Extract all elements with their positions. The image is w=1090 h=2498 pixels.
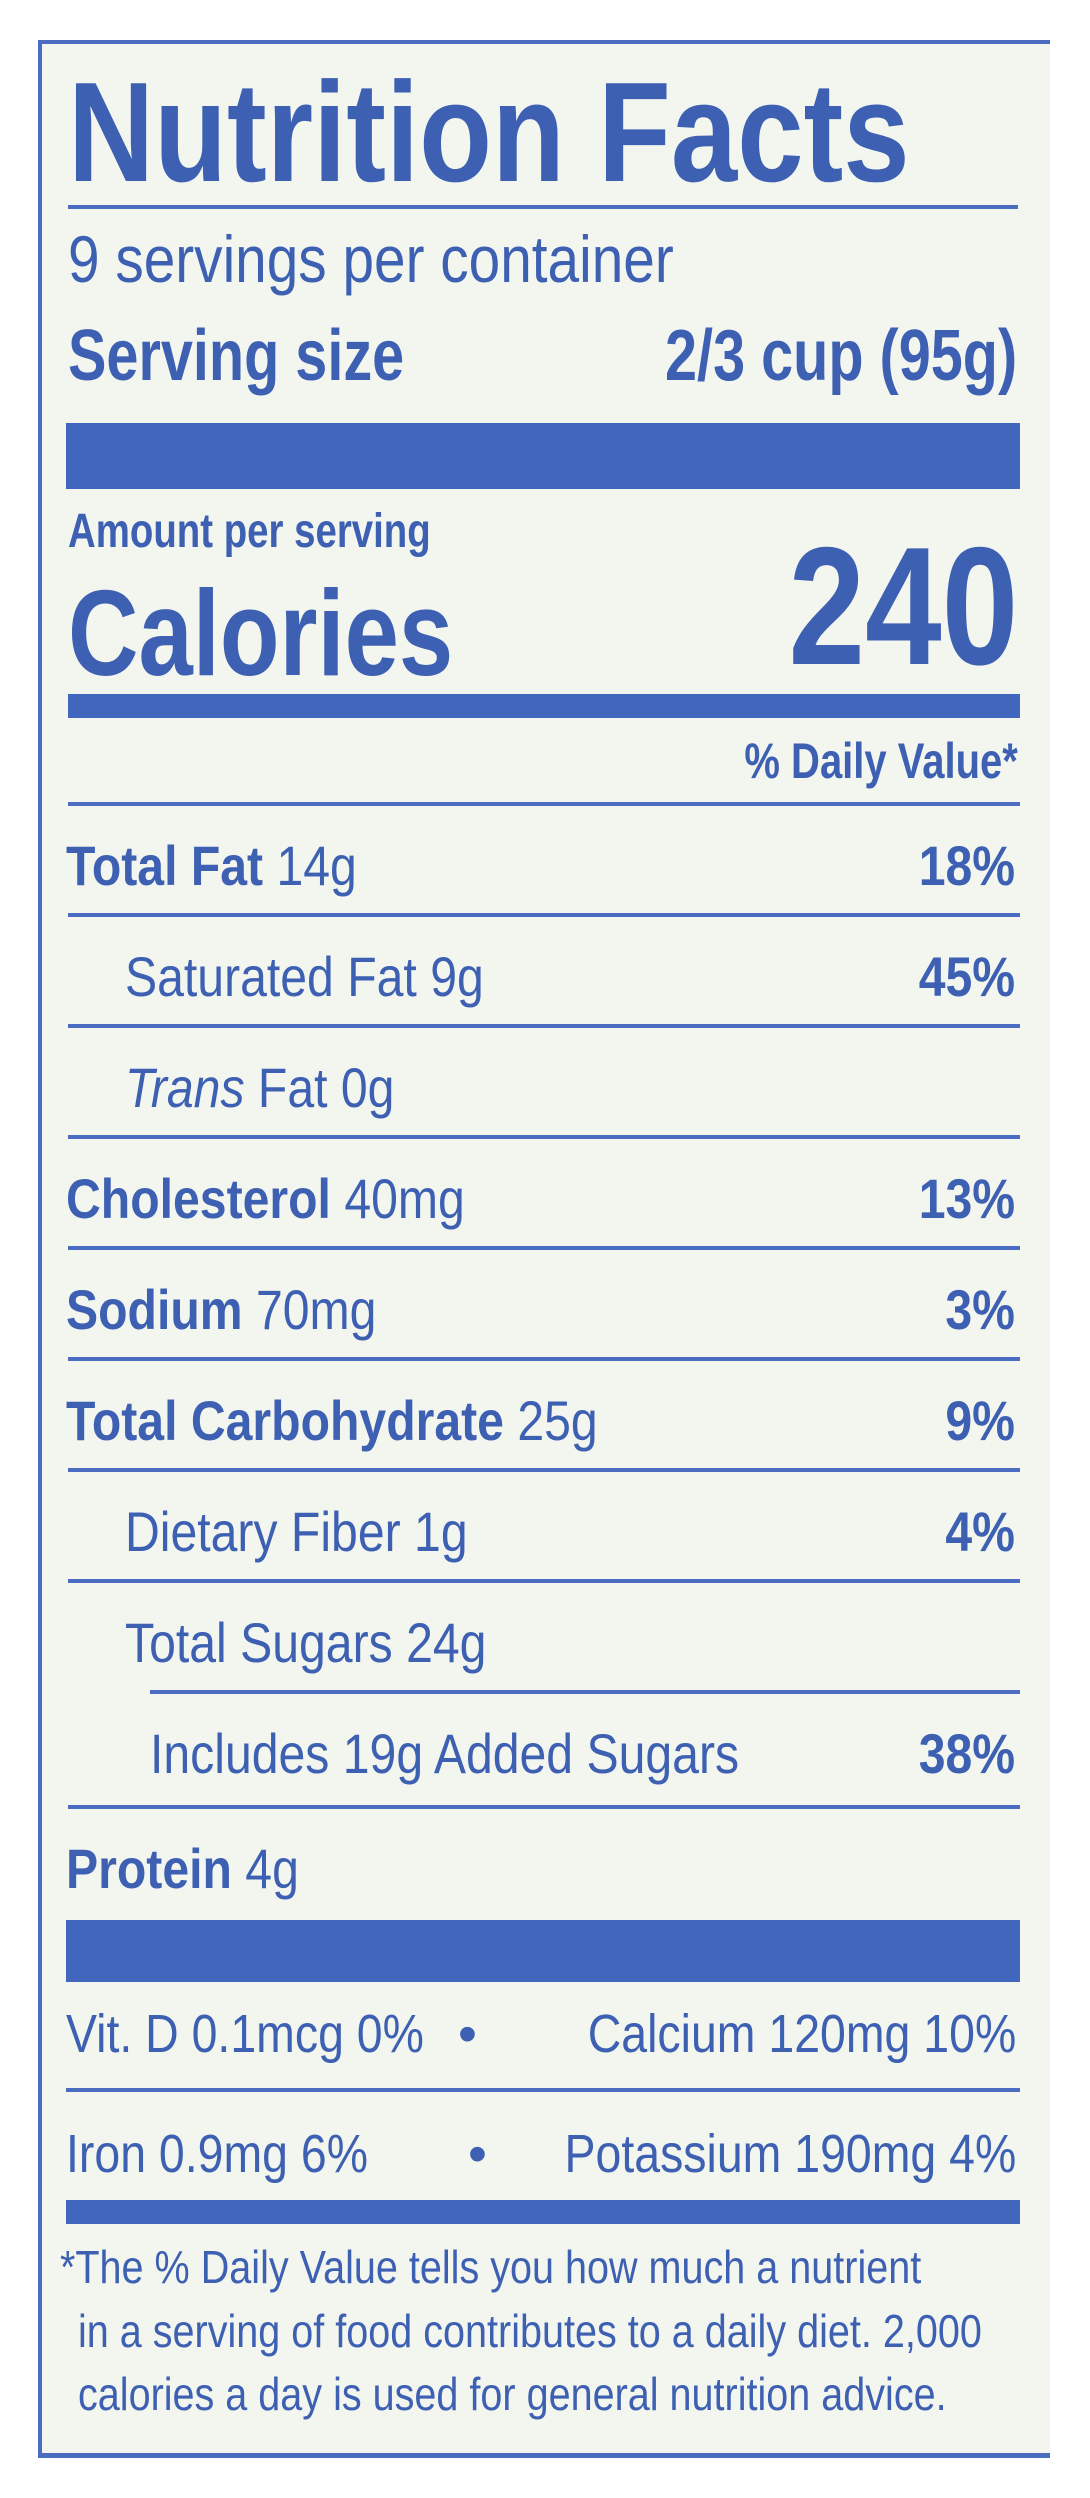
nutrient-name: Trans xyxy=(125,1056,245,1119)
nutrient-row-dietary-fiber: Dietary Fiber 1g 4% xyxy=(0,1472,1090,1583)
nutrient-row-sodium: Sodium 70mg 3% xyxy=(0,1250,1090,1361)
nutrient-row-saturated-fat: Saturated Fat 9g 45% xyxy=(0,917,1090,1028)
thick-divider xyxy=(66,423,1020,489)
nutrient-row-protein: Protein 4g xyxy=(0,1809,1090,1920)
footnote-line-1: *The % Daily Value tells you how much a … xyxy=(60,2241,922,2293)
nutrient-amount: 24g xyxy=(406,1611,487,1674)
nutrient-row-cholesterol: Cholesterol 40mg 13% xyxy=(0,1139,1090,1250)
nutrient-name: Total Fat xyxy=(66,834,264,897)
divider xyxy=(68,913,1020,917)
nutrient-name: Total Carbohydrate xyxy=(66,1389,504,1452)
nutrient-amount: 14g xyxy=(276,834,357,897)
nutrient-amount: 1g xyxy=(414,1500,468,1563)
divider xyxy=(68,1357,1020,1361)
nutrient-amount: 9g xyxy=(430,945,484,1008)
thick-divider xyxy=(66,1920,1020,1982)
micronutrient-potassium: Potassium 190mg 4% xyxy=(564,2124,1016,2184)
nutrient-name: Saturated Fat xyxy=(125,945,417,1008)
nutrient-dv: 4% xyxy=(945,1500,1015,1563)
nutrient-amount: 70mg xyxy=(255,1278,377,1341)
footnote-line-2: in a serving of food contributes to a da… xyxy=(78,2305,982,2357)
micronutrient-vitamin-d: Vit. D 0.1mcg 0% xyxy=(66,2004,424,2064)
nutrient-row-trans-fat: Trans Fat 0g xyxy=(0,1028,1090,1139)
nutrient-dv: 45% xyxy=(918,945,1015,1008)
amount-per-serving: Amount per serving xyxy=(68,505,431,558)
nutrient-dv: 3% xyxy=(945,1278,1015,1341)
nutrient-row-total-carbohydrate: Total Carbohydrate 25g 9% xyxy=(0,1361,1090,1472)
nutrient-amount: 4g xyxy=(245,1837,299,1900)
serving-size-label: Serving size xyxy=(68,316,405,396)
nutrient-amount: 40mg xyxy=(344,1167,465,1230)
divider xyxy=(68,1805,1020,1809)
nutrient-dv: 18% xyxy=(918,834,1015,897)
divider xyxy=(68,205,1018,209)
micronutrient-iron: Iron 0.9mg 6% xyxy=(66,2124,369,2184)
calories-label: Calories xyxy=(68,565,454,701)
nutrient-name: Includes 19g Added Sugars xyxy=(150,1722,740,1785)
medium-divider xyxy=(68,694,1020,718)
daily-value-header: % Daily Value* xyxy=(744,733,1018,789)
nutrient-name: Protein xyxy=(66,1837,232,1900)
nutrient-dv: 9% xyxy=(945,1389,1015,1452)
nutrient-amount: 0g xyxy=(340,1056,395,1119)
nutrient-dv: 13% xyxy=(918,1167,1015,1230)
divider xyxy=(68,1024,1020,1028)
nutrient-name: Dietary Fiber xyxy=(125,1500,401,1563)
nutrient-name-rest: Fat xyxy=(257,1056,328,1119)
serving-size-value: 2/3 cup (95g) xyxy=(664,316,1017,396)
medium-divider xyxy=(66,2200,1020,2224)
divider xyxy=(68,802,1020,806)
calories-value: 240 xyxy=(788,512,1018,700)
divider xyxy=(68,1579,1020,1583)
nutrient-name: Sodium xyxy=(66,1278,243,1341)
nutrient-row-total-fat: Total Fat 14g 18% xyxy=(0,806,1090,917)
nutrient-dv: 38% xyxy=(918,1722,1015,1785)
nutrient-name: Total Sugars xyxy=(125,1611,393,1674)
divider xyxy=(150,1690,1020,1694)
servings-per-container: 9 servings per container xyxy=(68,222,674,296)
nutrient-row-added-sugars: Includes 19g Added Sugars 38% xyxy=(0,1694,1090,1805)
divider xyxy=(68,1135,1020,1139)
bullet: • xyxy=(458,2004,477,2064)
divider xyxy=(66,2088,1020,2092)
nutrient-name: Cholesterol xyxy=(66,1167,331,1230)
divider xyxy=(68,1246,1020,1250)
nutrient-row-total-sugars: Total Sugars 24g xyxy=(0,1583,1090,1694)
micronutrient-calcium: Calcium 120mg 10% xyxy=(587,2004,1016,2064)
divider xyxy=(68,1468,1020,1472)
nutrient-amount: 25g xyxy=(517,1389,598,1452)
title: Nutrition Facts xyxy=(68,53,910,212)
bullet: • xyxy=(468,2124,487,2184)
footnote-line-3: calories a day is used for general nutri… xyxy=(78,2368,947,2420)
